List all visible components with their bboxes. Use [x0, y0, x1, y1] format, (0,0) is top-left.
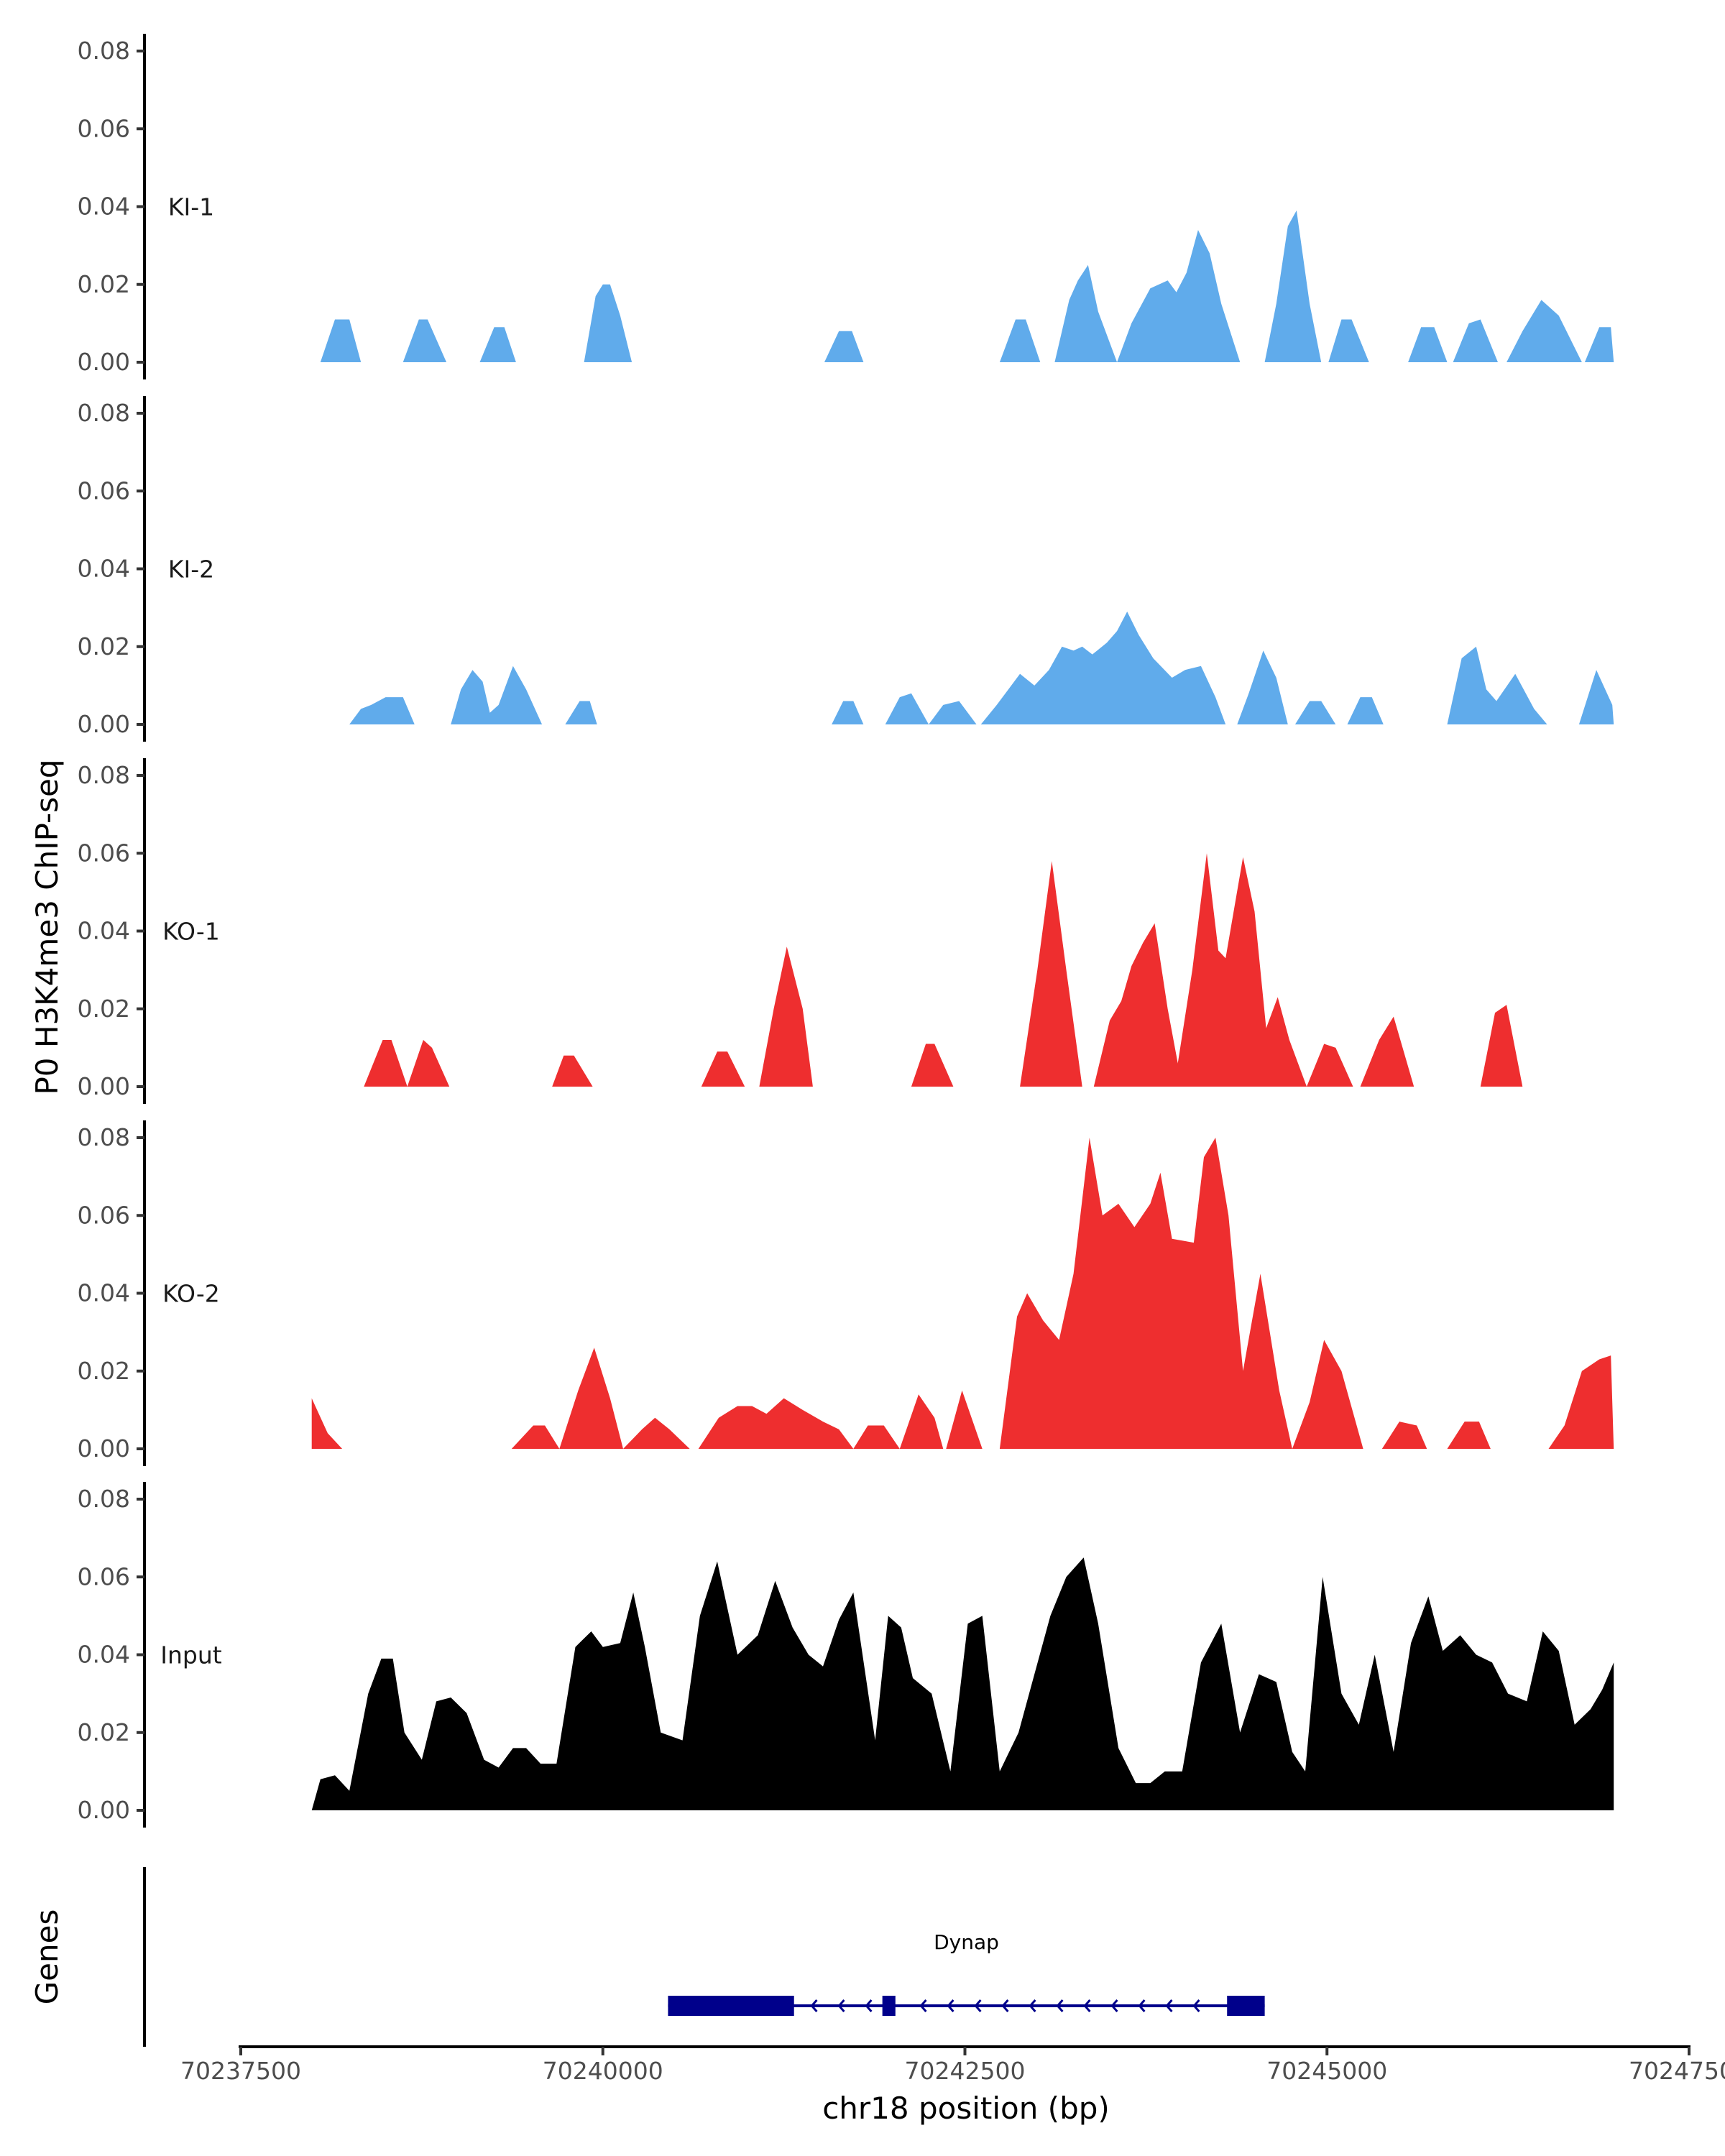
- y-tick-label-input: 0.04: [78, 1641, 130, 1669]
- gene-exon: [1227, 1996, 1265, 2016]
- y-axis-title: P0 H3K4me3 ChIP-seq: [29, 759, 65, 1095]
- x-tick-label: 70240000: [543, 2057, 663, 2085]
- x-ticks: 70237500 70240000 70242500 70245000 70247500: [180, 2047, 1725, 2085]
- coverage-tracks: 0.00 0.02 0.04 0.06 0.08 KI-1 0.00 0.02 0.04 0.06…: [78, 34, 1614, 1828]
- y-tick-label-ki-2: 0.00: [78, 710, 130, 738]
- track-ko-2: 0.00 0.02 0.04 0.06 0.08 KO-2: [78, 1120, 1614, 1466]
- track-label-ki-2: KI-2: [168, 556, 214, 584]
- y-tick-label-input: 0.02: [78, 1718, 130, 1746]
- track-label-ko-2: KO-2: [162, 1280, 220, 1308]
- y-tick-label-ko-2: 0.02: [78, 1357, 130, 1385]
- x-tick-label: 70237500: [180, 2057, 301, 2085]
- strand-chevron: [1029, 1999, 1036, 2012]
- y-tick-label-ki-2: 0.08: [78, 399, 130, 427]
- y-tick-label-ko-2: 0.08: [78, 1123, 130, 1151]
- y-tick-label-ki-1: 0.00: [78, 348, 130, 376]
- strand-chevron: [1083, 1999, 1091, 2012]
- genes-panel: Genes Dynap: [29, 1867, 1265, 2047]
- y-tick-label-ki-1: 0.02: [78, 270, 130, 298]
- y-tick-label-ki-1: 0.08: [78, 37, 130, 65]
- track-label-input: Input: [160, 1641, 222, 1669]
- track-ki-1: 0.00 0.02 0.04 0.06 0.08 KI-1: [78, 34, 1614, 379]
- coverage-area-input: [311, 1557, 1614, 1810]
- x-tick-label: 70245000: [1266, 2057, 1387, 2085]
- strand-chevron: [1138, 1999, 1146, 2012]
- strand-chevron: [974, 1999, 982, 2012]
- y-tick-label-ki-2: 0.02: [78, 632, 130, 660]
- y-tick-label-ko-1: 0.02: [78, 995, 130, 1023]
- track-label-ki-1: KI-1: [168, 193, 214, 221]
- x-axis: 70237500 70240000 70242500 70245000 70247500…: [180, 2045, 1725, 2126]
- track-ko-1: 0.00 0.02 0.04 0.06 0.08 KO-1: [78, 758, 1523, 1104]
- y-tick-label-input: 0.06: [78, 1562, 130, 1590]
- y-tick-label-ko-1: 0.06: [78, 839, 130, 867]
- y-tick-label-input: 0.00: [78, 1796, 130, 1824]
- y-tick-label-ko-1: 0.04: [78, 917, 130, 945]
- strand-chevron: [837, 1999, 845, 2012]
- genes-track-label: Genes: [29, 1909, 65, 2005]
- track-label-ko-1: KO-1: [162, 918, 220, 946]
- y-tick-label-ko-1: 0.00: [78, 1072, 130, 1100]
- track-ki-2: 0.00 0.02 0.04 0.06 0.08 KI-2: [78, 396, 1614, 742]
- y-tick-label-ki-2: 0.06: [78, 476, 130, 505]
- strand-chevron: [1056, 1999, 1064, 2012]
- coverage-area-ko-1: [364, 853, 1523, 1087]
- y-tick-label-ko-2: 0.04: [78, 1279, 130, 1307]
- y-tick-label-ko-2: 0.00: [78, 1434, 130, 1462]
- strand-chevron: [1192, 1999, 1200, 2012]
- track-input: 0.00 0.02 0.04 0.06 0.08 Input: [78, 1482, 1614, 1828]
- y-tick-label-ko-2: 0.06: [78, 1201, 130, 1229]
- strand-chevron: [1001, 1999, 1009, 2012]
- y-tick-label-ki-1: 0.04: [78, 193, 130, 221]
- coverage-area-ki-2: [349, 612, 1614, 724]
- strand-chevron: [1110, 1999, 1118, 2012]
- gene-exon: [668, 1996, 794, 2016]
- y-tick-label-input: 0.08: [78, 1485, 130, 1513]
- y-tick-label-ko-1: 0.08: [78, 761, 130, 789]
- strand-chevron: [947, 1999, 954, 2012]
- x-tick-label: 70242500: [905, 2057, 1026, 2085]
- x-tick-label: 70247500: [1629, 2057, 1725, 2085]
- strand-chevron: [919, 1999, 927, 2012]
- coverage-area-ki-1: [320, 210, 1614, 362]
- y-tick-label-ki-2: 0.04: [78, 555, 130, 583]
- y-tick-label-ki-1: 0.06: [78, 114, 130, 142]
- strand-chevron: [1165, 1999, 1173, 2012]
- gene-name-label: Dynap: [934, 1930, 999, 1954]
- strand-chevron: [810, 1999, 818, 2012]
- x-axis-title: chr18 position (bp): [822, 2091, 1110, 2126]
- gene-model: [668, 1996, 1265, 2016]
- gene-exon: [882, 1996, 896, 2016]
- strand-chevron: [865, 1999, 873, 2012]
